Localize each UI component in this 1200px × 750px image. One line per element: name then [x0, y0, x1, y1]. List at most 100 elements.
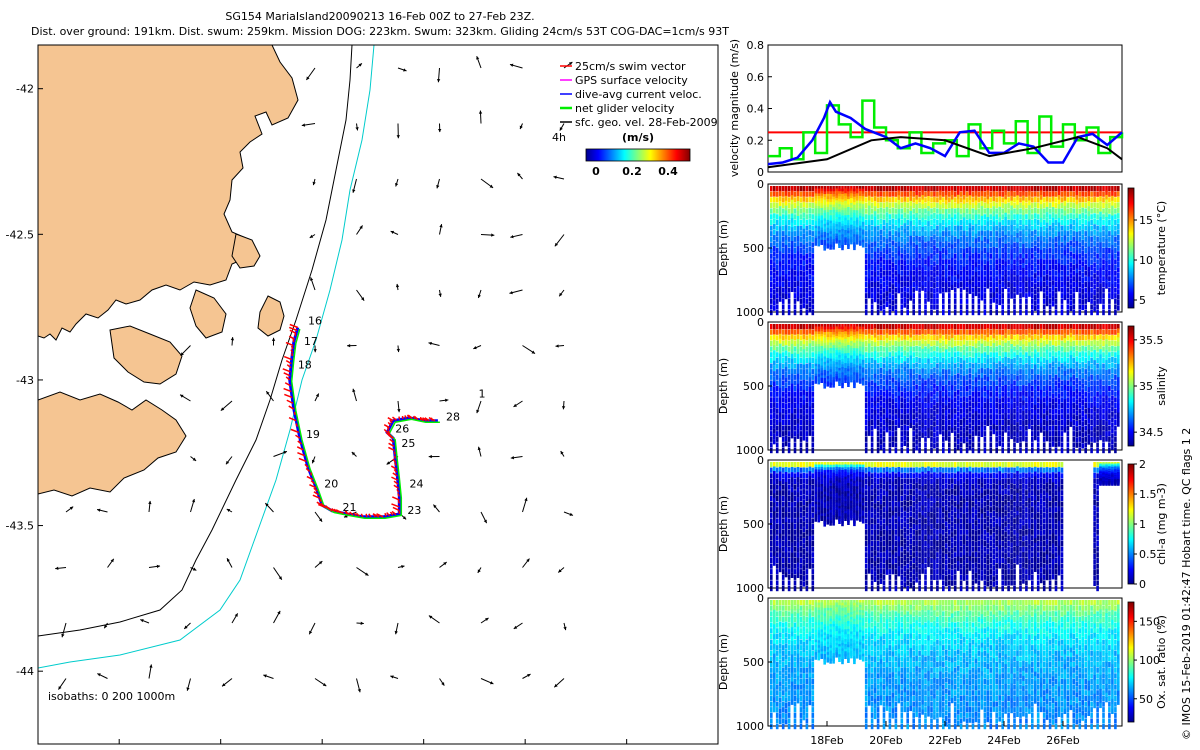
salinity-section-sample [948, 324, 951, 330]
temperature-section-sample [894, 225, 898, 231]
salinity-section-sample [879, 335, 883, 341]
temperature-section-sample [1075, 213, 1079, 219]
temperature-section-sample [956, 194, 960, 200]
salinity-section-sample [775, 448, 779, 454]
salinity-section-sample [983, 324, 987, 330]
temperature-section-sample [1102, 276, 1105, 282]
temperature-section-sample [977, 259, 981, 265]
temperature-section-sample [778, 266, 782, 272]
temperature-section-sample [909, 280, 912, 286]
temperature-section-sample [1016, 266, 1019, 272]
sfc-velocity-arrowhead [266, 391, 270, 395]
salinity-section-sample [900, 340, 904, 347]
temperature-section-sample [1096, 186, 1099, 192]
temperature-section-sample [1039, 199, 1043, 205]
temperature-section-sample [1084, 264, 1087, 271]
temperature-section-sample [948, 197, 951, 203]
temperature-section-sample [802, 265, 806, 271]
salinity-section-sample [900, 425, 904, 431]
temperature-section-sample [1075, 259, 1079, 265]
salinity-section-sample [894, 408, 898, 414]
temperature-section-sample [1069, 251, 1073, 257]
temperature-section-sample [971, 191, 975, 197]
temperature-section-sample [894, 293, 898, 299]
temperature-section-sample [945, 273, 948, 279]
temperature-section-sample [980, 295, 984, 301]
temperature-section-sample [989, 208, 993, 214]
salinity-section-sample [832, 339, 835, 346]
salinity-section-sample [918, 386, 921, 392]
salinity-section-sample [950, 342, 954, 349]
temperature-section-sample [802, 228, 806, 234]
swim-vector-mark [387, 421, 392, 426]
temperature-section-sample [1048, 287, 1052, 293]
temperature-section-sample [971, 304, 975, 310]
temperature-section-sample [1078, 236, 1082, 242]
temperature-section-sample [1069, 278, 1073, 284]
salinity-section-sample [936, 374, 939, 380]
temperature-section-sample [784, 269, 788, 275]
salinity-section-sample [811, 363, 815, 369]
temperature-section-sample [948, 270, 951, 276]
temperature-section-sample [1034, 235, 1037, 241]
salinity-section-sample [995, 397, 998, 403]
salinity-section-sample [950, 324, 954, 330]
map-ytick-label: -43.5 [6, 520, 34, 533]
salinity-section-sample [986, 372, 990, 378]
temperature-section-sample [882, 270, 886, 276]
salinity-section-sample [864, 397, 868, 403]
temperature-section-sample [992, 221, 996, 227]
temperature-section-sample [921, 267, 924, 273]
temperature-section-sample [784, 289, 788, 295]
sfc-velocity-arrowhead [355, 127, 359, 131]
salinity-section-sample [945, 430, 948, 436]
temperature-section-sample [992, 282, 996, 288]
salinity-section-sample [808, 333, 812, 339]
salinity-section-sample [838, 380, 841, 386]
temperature-section-sample [787, 248, 791, 254]
salinity-section-sample [885, 361, 889, 367]
temperature-section-sample [956, 230, 960, 236]
temperature-section-sample [1105, 243, 1108, 249]
salinity-section-sample [906, 374, 909, 380]
temperature-section-sample [799, 225, 803, 231]
salinity-section-sample [864, 380, 868, 386]
temperature-section-sample [968, 284, 972, 290]
temperature-section-sample [971, 197, 975, 203]
salinity-section-sample [900, 374, 904, 380]
salinity-section-sample [959, 448, 963, 454]
temperature-section-sample [1010, 195, 1013, 201]
temperature-section-sample [998, 268, 1001, 274]
salinity-section-sample [888, 386, 892, 392]
salinity-section-sample [805, 414, 809, 420]
temperature-section-sample [1099, 206, 1102, 212]
salinity-section-sample [906, 329, 909, 335]
temperature-section-sample [965, 259, 969, 265]
temperature-section-sample [915, 272, 918, 278]
salinity-section-sample [882, 369, 886, 375]
temperature-section-sample [948, 259, 951, 265]
salinity-section-sample [864, 386, 868, 392]
salinity-section-sample [879, 417, 883, 423]
temperature-section-sample [1096, 287, 1099, 293]
temperature-section-sample [924, 276, 927, 282]
temperature-section-sample [1025, 298, 1028, 304]
temperature-section-sample [962, 271, 966, 277]
sfc-velocity-arrowhead [477, 294, 481, 299]
salinity-section-sample [773, 428, 776, 434]
temperature-section-sample [1001, 248, 1004, 254]
sfc-velocity-arrowhead [156, 564, 161, 569]
temperature-section-sample [1093, 251, 1096, 257]
temperature-section-sample [773, 262, 776, 268]
salinity-section-sample [959, 380, 963, 386]
temperature-section-sample [775, 186, 779, 192]
temperature-section-sample [1066, 202, 1070, 209]
temperature-section-sample [1102, 225, 1105, 231]
temperature-section-sample [1063, 186, 1067, 192]
temperature-section-sample [864, 202, 868, 209]
temperature-section-sample [1069, 240, 1073, 246]
temperature-section-sample [870, 304, 874, 310]
temperature-section-sample [968, 251, 972, 257]
temperature-section-sample [1114, 304, 1117, 310]
salinity-section-sample [784, 350, 788, 356]
